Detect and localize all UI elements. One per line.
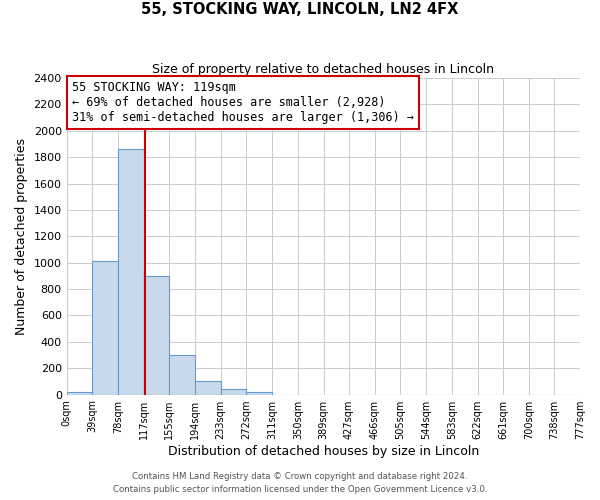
Bar xyxy=(92,262,118,394)
Bar xyxy=(247,392,272,394)
Text: 55, STOCKING WAY, LINCOLN, LN2 4FX: 55, STOCKING WAY, LINCOLN, LN2 4FX xyxy=(142,2,458,18)
Bar xyxy=(144,276,169,394)
Y-axis label: Number of detached properties: Number of detached properties xyxy=(15,138,28,335)
Title: Size of property relative to detached houses in Lincoln: Size of property relative to detached ho… xyxy=(152,62,494,76)
Text: Contains HM Land Registry data © Crown copyright and database right 2024.
Contai: Contains HM Land Registry data © Crown c… xyxy=(113,472,487,494)
Bar xyxy=(67,392,92,394)
Bar xyxy=(221,388,247,394)
Bar xyxy=(118,150,144,394)
Bar xyxy=(169,355,195,395)
Bar xyxy=(195,382,221,394)
X-axis label: Distribution of detached houses by size in Lincoln: Distribution of detached houses by size … xyxy=(168,444,479,458)
Text: 55 STOCKING WAY: 119sqm
← 69% of detached houses are smaller (2,928)
31% of semi: 55 STOCKING WAY: 119sqm ← 69% of detache… xyxy=(72,81,414,124)
